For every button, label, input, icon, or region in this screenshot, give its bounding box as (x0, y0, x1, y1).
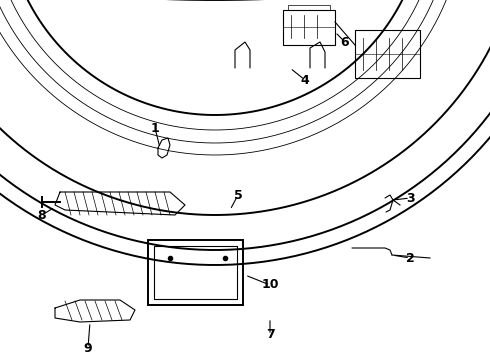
Text: 2: 2 (406, 252, 415, 265)
Text: 7: 7 (266, 328, 274, 342)
Text: 8: 8 (38, 208, 47, 221)
Text: 3: 3 (406, 192, 415, 204)
Text: 1: 1 (150, 122, 159, 135)
Bar (355, 30, 420, 78)
Bar (283, 10, 335, 45)
Bar (148, 240, 243, 305)
Text: 4: 4 (301, 73, 309, 86)
Bar (154, 246, 237, 299)
Text: 5: 5 (234, 189, 243, 202)
Text: 6: 6 (341, 36, 349, 49)
Text: 9: 9 (84, 342, 92, 355)
Text: 10: 10 (261, 279, 279, 292)
